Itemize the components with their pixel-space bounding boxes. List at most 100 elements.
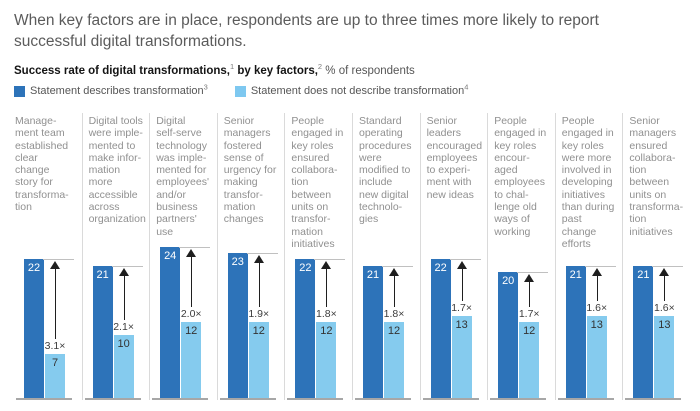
- chart-column: Manage- ment team established clear chan…: [14, 113, 82, 400]
- bar-does-not-describe: 13: [586, 316, 607, 398]
- bar-does-not-describe: 13: [654, 316, 675, 398]
- bar-describes: 22: [430, 259, 451, 398]
- reference-line: [652, 266, 684, 267]
- bar-value-light: 13: [590, 319, 603, 331]
- category-label: Senior managers fostered sense of urgenc…: [223, 115, 277, 226]
- reference-line: [449, 259, 481, 260]
- arrow-shaft: [596, 276, 598, 301]
- footnote-ref-1: 1: [230, 62, 235, 72]
- axis-baseline: [557, 398, 614, 400]
- axis-baseline: [287, 398, 344, 400]
- column-plot-area: 23 12 1.9×: [219, 241, 282, 400]
- multiplier-label: 1.8×: [383, 308, 405, 320]
- axis-baseline: [354, 398, 411, 400]
- bar-value-light: 12: [320, 325, 333, 337]
- column-plot-area: 22 13 1.7×: [422, 241, 485, 400]
- bar-value-dark: 23: [231, 256, 244, 268]
- column-plot-area: 24 12 2.0×: [152, 241, 214, 400]
- multiplier-label: 3.1×: [44, 340, 66, 352]
- reference-line: [111, 266, 143, 267]
- bar-describes: 22: [24, 259, 44, 398]
- bar-value-light: 10: [117, 338, 130, 350]
- category-label: Standard operating procedures were modif…: [358, 115, 412, 226]
- reference-line: [517, 272, 549, 273]
- footnote-ref-2: 2: [317, 62, 323, 72]
- reference-line: [584, 266, 616, 267]
- bar-describes: 22: [295, 259, 316, 398]
- bar-describes: 21: [92, 266, 113, 398]
- bar-value-light: 12: [185, 325, 198, 337]
- arrow-up-icon: [388, 268, 399, 276]
- column-plot-area: 22 7 3.1×: [16, 241, 78, 400]
- multiplier-label: 1.7×: [518, 308, 540, 320]
- legend-label: Statement describes transformation3: [30, 82, 208, 97]
- legend-item-describes: Statement describes transformation3: [14, 82, 208, 97]
- axis-baseline: [490, 398, 547, 400]
- legend-label: Statement does not describe transformati…: [250, 82, 469, 97]
- multiplier-label: 1.8×: [316, 308, 337, 320]
- multiplier-label: 1.6×: [654, 302, 675, 314]
- bar-does-not-describe: 10: [113, 335, 134, 398]
- bar-value-dark: 22: [299, 262, 312, 274]
- bar-value-dark: 22: [27, 262, 41, 274]
- arrow-shaft: [123, 276, 125, 320]
- bar-describes: 24: [160, 247, 181, 398]
- chart-column: Senior managers fostered sense of urgenc…: [216, 113, 285, 400]
- bar-value-dark: 21: [96, 269, 109, 281]
- bar-describes: 20: [498, 272, 519, 398]
- bar-does-not-describe: 7: [45, 354, 65, 398]
- bar-value-light: 12: [387, 325, 401, 337]
- axis-baseline: [84, 398, 141, 400]
- chart-column: Senior leaders encouraged employees to e…: [419, 113, 488, 400]
- arrow-up-icon: [50, 261, 60, 269]
- bar-does-not-describe: 12: [519, 322, 540, 398]
- arrow-shaft: [529, 282, 531, 307]
- subtitle-bold-1: Success rate of digital transformations,: [14, 65, 231, 77]
- reference-line: [43, 259, 74, 260]
- chart-column: People engaged in key roles were more in…: [554, 113, 623, 400]
- bar-value-light: 12: [252, 325, 265, 337]
- reference-line: [381, 266, 413, 267]
- chart-column: People engaged in key roles ensured coll…: [284, 113, 352, 400]
- bar-chart: Manage- ment team established clear chan…: [14, 113, 690, 400]
- subtitle-bold-2: by key factors,: [234, 65, 318, 77]
- exhibit-title: When key factors are in place, responden…: [14, 12, 599, 50]
- legend: Statement describes transformation3 Stat…: [14, 82, 690, 97]
- bar-value-dark: 21: [366, 269, 380, 281]
- arrow-up-icon: [321, 261, 332, 269]
- chart-subtitle: Success rate of digital transformations,…: [14, 62, 690, 77]
- category-label: Digital self-serve technology was imple-…: [156, 115, 209, 238]
- bar-does-not-describe: 12: [383, 322, 404, 398]
- bar-does-not-describe: 12: [181, 322, 202, 398]
- bar-value-dark: 21: [637, 269, 650, 281]
- column-plot-area: 21 12 1.8×: [354, 241, 417, 400]
- bar-does-not-describe: 12: [316, 322, 337, 398]
- chart-column: Senior managers ensured collabora- tion …: [622, 113, 690, 400]
- arrow-shaft: [55, 269, 56, 339]
- bar-does-not-describe: 12: [248, 322, 269, 398]
- multiplier-label: 2.1×: [113, 321, 134, 333]
- bar-value-light: 7: [51, 357, 59, 369]
- reference-line: [179, 247, 211, 248]
- bar-value-dark: 21: [569, 269, 582, 281]
- column-plot-area: 20 12 1.7×: [490, 241, 552, 400]
- chart-column: Digital self-serve technology was imple-…: [149, 113, 217, 400]
- bar-describes: 21: [633, 266, 654, 398]
- legend-swatch-light-blue-icon: [234, 85, 246, 97]
- axis-baseline: [152, 398, 209, 400]
- bar-describes: 23: [227, 253, 248, 398]
- column-plot-area: 22 12 1.8×: [287, 241, 349, 400]
- arrow-up-icon: [524, 274, 535, 282]
- multiplier-label: 1.7×: [451, 302, 472, 314]
- axis-baseline: [422, 398, 479, 400]
- column-plot-area: 21 13 1.6×: [625, 241, 687, 400]
- arrow-up-icon: [186, 249, 197, 257]
- multiplier-label: 1.6×: [586, 302, 608, 314]
- arrow-shaft: [461, 269, 463, 301]
- axis-baseline: [625, 398, 682, 400]
- category-label: Senior managers ensured collabora- tion …: [629, 115, 684, 238]
- multiplier-label: 2.0×: [180, 308, 202, 320]
- category-label: People engaged in key roles ensured coll…: [291, 115, 344, 250]
- column-plot-area: 21 10 2.1×: [84, 241, 147, 400]
